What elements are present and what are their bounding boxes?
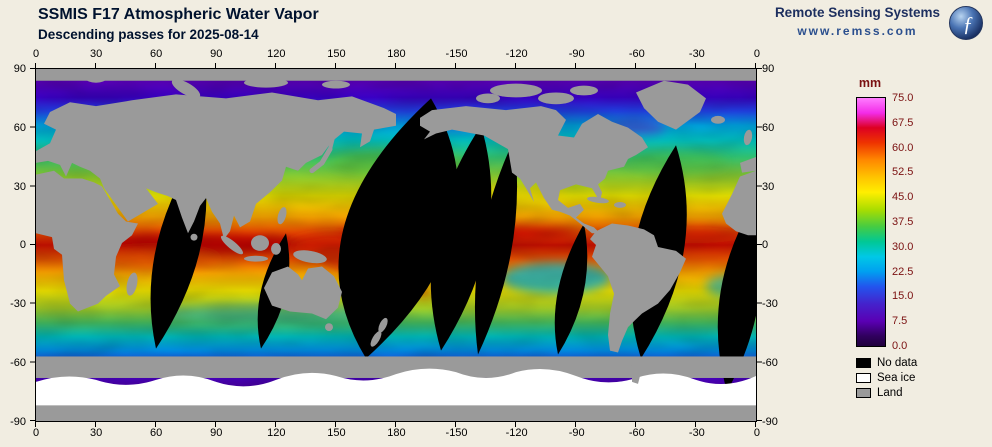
- world-map: [35, 68, 757, 422]
- svg-text:ƒ: ƒ: [963, 12, 974, 36]
- brand-url[interactable]: www.remss.com: [797, 24, 918, 38]
- axis-ticks-right: [757, 68, 762, 422]
- branding-text: Remote Sensing Systems www.remss.com: [775, 5, 940, 38]
- sea-ice-swatch: [856, 373, 871, 383]
- latitude-axis-left: 90 60 30 0 -30 -60 -90: [10, 63, 26, 428]
- page-subtitle: Descending passes for 2025-08-14: [38, 27, 259, 42]
- legend-item-sea-ice: Sea ice: [856, 372, 917, 384]
- colorbar-title: mm: [858, 76, 882, 90]
- axis-ticks-top: [35, 63, 756, 68]
- colorbar: [856, 97, 886, 347]
- legend-label: Land: [877, 387, 903, 399]
- legend-label: No data: [877, 357, 918, 369]
- branding: Remote Sensing Systems www.remss.com ƒ: [775, 5, 984, 41]
- page-title: SSMIS F17 Atmospheric Water Vapor: [38, 6, 319, 23]
- legend-item-land: Land: [856, 387, 917, 399]
- map-legend: No data Sea ice Land: [856, 357, 917, 402]
- no-data-swatch: [856, 358, 871, 368]
- axis-ticks-left: [30, 68, 35, 422]
- land-swatch: [856, 388, 871, 398]
- latitude-axis-right: 90 60 30 0 -30 -60 -90: [762, 63, 778, 428]
- land-masses: [36, 69, 756, 384]
- axis-ticks-bottom: [35, 422, 756, 427]
- brand-name: Remote Sensing Systems: [774, 5, 940, 20]
- remss-globe-icon: ƒ: [948, 5, 984, 41]
- legend-label: Sea ice: [877, 372, 916, 384]
- legend-item-no-data: No data: [856, 357, 917, 369]
